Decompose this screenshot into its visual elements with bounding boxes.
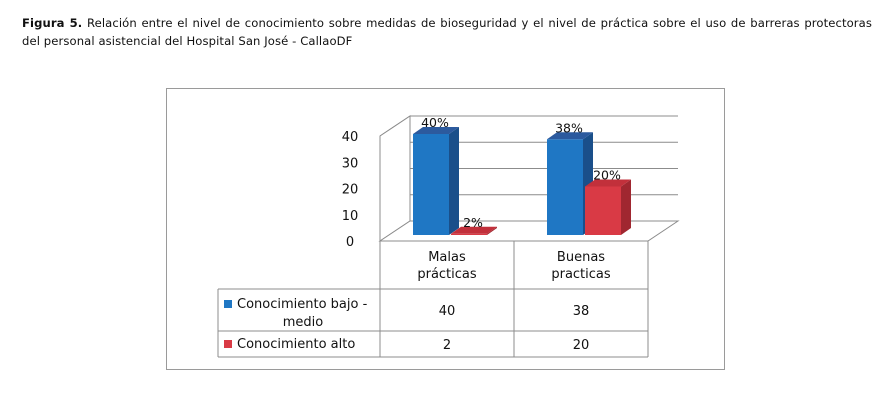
- bar: [547, 139, 583, 235]
- data-label: 40%: [421, 115, 449, 130]
- x-tick-label: prácticas: [417, 267, 477, 282]
- bar-side: [621, 179, 631, 235]
- y-tick-label: 40: [342, 130, 359, 145]
- figure-label: Figura 5.: [22, 16, 83, 30]
- bar-top: [585, 179, 631, 187]
- bar: [451, 233, 487, 235]
- table-value: 40: [439, 304, 456, 319]
- x-tick-label: practicas: [551, 267, 611, 282]
- figure-caption-text: Relación entre el nivel de conocimiento …: [22, 16, 872, 48]
- side-wall: [379, 115, 411, 242]
- y-tick-label: 20: [342, 183, 359, 198]
- legend-key: [224, 340, 232, 348]
- data-label: 20%: [593, 168, 621, 183]
- bar: [413, 134, 449, 235]
- legend-label: medio: [283, 315, 324, 330]
- bar-side: [449, 127, 459, 235]
- y-axis: 0 10 20 30 40: [342, 130, 359, 250]
- x-tick-label: Buenas: [557, 250, 605, 265]
- table-value: 38: [573, 304, 590, 319]
- data-table: Malas prácticas Buenas practicas Conocimient…: [217, 241, 649, 358]
- table-value: 20: [573, 338, 590, 353]
- bar: [585, 186, 621, 235]
- bar-top: [451, 226, 497, 234]
- data-label: 38%: [555, 120, 583, 135]
- table-value: 2: [443, 338, 451, 353]
- data-label: 2%: [463, 215, 483, 230]
- figure-caption: Figura 5. Relación entre el nivel de con…: [22, 14, 872, 50]
- data-labels: 40% 38% 2% 20%: [421, 115, 621, 230]
- y-tick-label: 10: [342, 209, 359, 224]
- legend-key: [224, 300, 232, 308]
- x-tick-label: Malas: [428, 250, 466, 265]
- legend-label: Conocimiento bajo -: [237, 297, 368, 312]
- bar-top: [547, 132, 593, 140]
- bar-side: [487, 226, 497, 235]
- bar-top: [413, 127, 459, 134]
- y-tick-label: 30: [342, 156, 359, 171]
- y-tick-label: 0: [346, 235, 354, 250]
- legend-label: Conocimiento alto: [237, 337, 355, 352]
- bars: [413, 127, 631, 235]
